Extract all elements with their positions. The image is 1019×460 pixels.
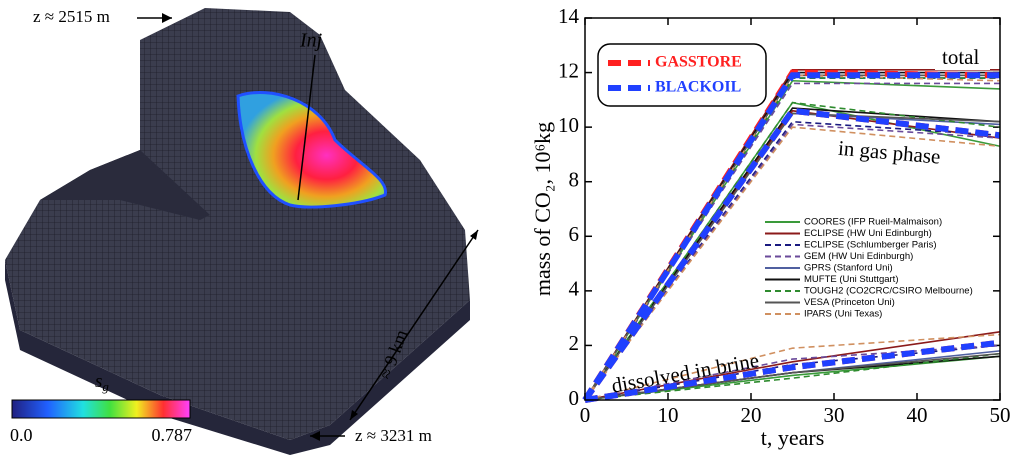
series-line <box>584 126 1001 401</box>
y-tick-label: 2 <box>569 331 580 355</box>
series-line <box>584 112 1001 401</box>
mesh-valley <box>40 150 210 220</box>
plot-frame <box>584 17 1001 401</box>
y-tick-label: 4 <box>569 277 580 301</box>
well-label: Inj <box>299 30 323 52</box>
x-tick-label: 0 <box>580 403 591 427</box>
y-tick-label: 6 <box>569 222 580 246</box>
well-line <box>297 54 316 201</box>
series-line <box>584 339 1001 403</box>
legend-label: COORES (IFP Rueil-Malmaison) <box>804 217 942 228</box>
legend-label: BLACKOIL <box>655 79 741 96</box>
series-line <box>582 72 1000 402</box>
legend-label: ECLIPSE (HW Uni Edinburgh) <box>804 228 932 239</box>
x-tick-label: 20 <box>741 403 762 427</box>
mesh-panel: Inj z ≈ 2515 m ≈ 9 km z ≈ 3231 m sg 0.0 … <box>5 7 479 455</box>
gas-plume <box>236 91 387 209</box>
length-arrow <box>349 229 479 421</box>
colorbar-subscript: g <box>102 379 109 394</box>
x-tick-label: 40 <box>907 403 928 427</box>
legend-label: ECLIPSE (Schlumberger Paris) <box>804 240 937 251</box>
top-depth-label: z ≈ 2515 m <box>33 7 110 26</box>
colorbar-symbol: s <box>95 371 102 392</box>
legend-label: IPARS (Uni Texas) <box>804 309 882 320</box>
x-axis-label: t, years <box>761 425 825 450</box>
annotation-bg <box>935 48 990 70</box>
chart: 0 2 4 6 8 10 12 14 0 10 20 30 40 50 t, years mass of CO… <box>530 4 1010 450</box>
colorbar-label: sg <box>95 371 109 394</box>
colorbar-min: 0.0 <box>10 425 33 445</box>
legend-label: MUFTE (Uni Stuttgart) <box>804 274 899 285</box>
legend-label: TOUGH2 (CO2CRC/CSIRO Melbourne) <box>804 286 973 297</box>
y-tick-label: 0 <box>569 386 580 410</box>
legend-label: VESA (Princeton Uni) <box>804 297 895 308</box>
legend-label: GASSTORE <box>655 54 742 71</box>
colorbar-max: 0.787 <box>152 425 193 445</box>
mesh-side <box>5 260 470 455</box>
y-tick-label: 8 <box>569 168 580 192</box>
series-line <box>584 333 1001 401</box>
annotation: total <box>942 45 979 69</box>
x-tick-label: 10 <box>658 403 679 427</box>
series-line <box>584 107 1001 401</box>
x-tick-label: 50 <box>990 403 1011 427</box>
annotation: in gas phase <box>837 136 941 169</box>
colorbar <box>11 399 191 419</box>
legend-label: GEM (HW Uni Edinburgh) <box>804 251 913 262</box>
legend-label: GPRS (Stanford Uni) <box>804 263 893 274</box>
y-tick-label: 14 <box>558 4 580 28</box>
arrow-head <box>310 431 320 441</box>
y-tick-label: 12 <box>558 58 579 82</box>
mesh-surface <box>5 8 470 440</box>
arrow-head <box>162 13 172 23</box>
y-axis-label: mass of CO₂, 10⁶kg <box>530 122 555 296</box>
y-tick-label: 10 <box>558 113 579 137</box>
x-tick-label: 30 <box>824 403 845 427</box>
bottom-depth-label: z ≈ 3231 m <box>355 426 432 445</box>
